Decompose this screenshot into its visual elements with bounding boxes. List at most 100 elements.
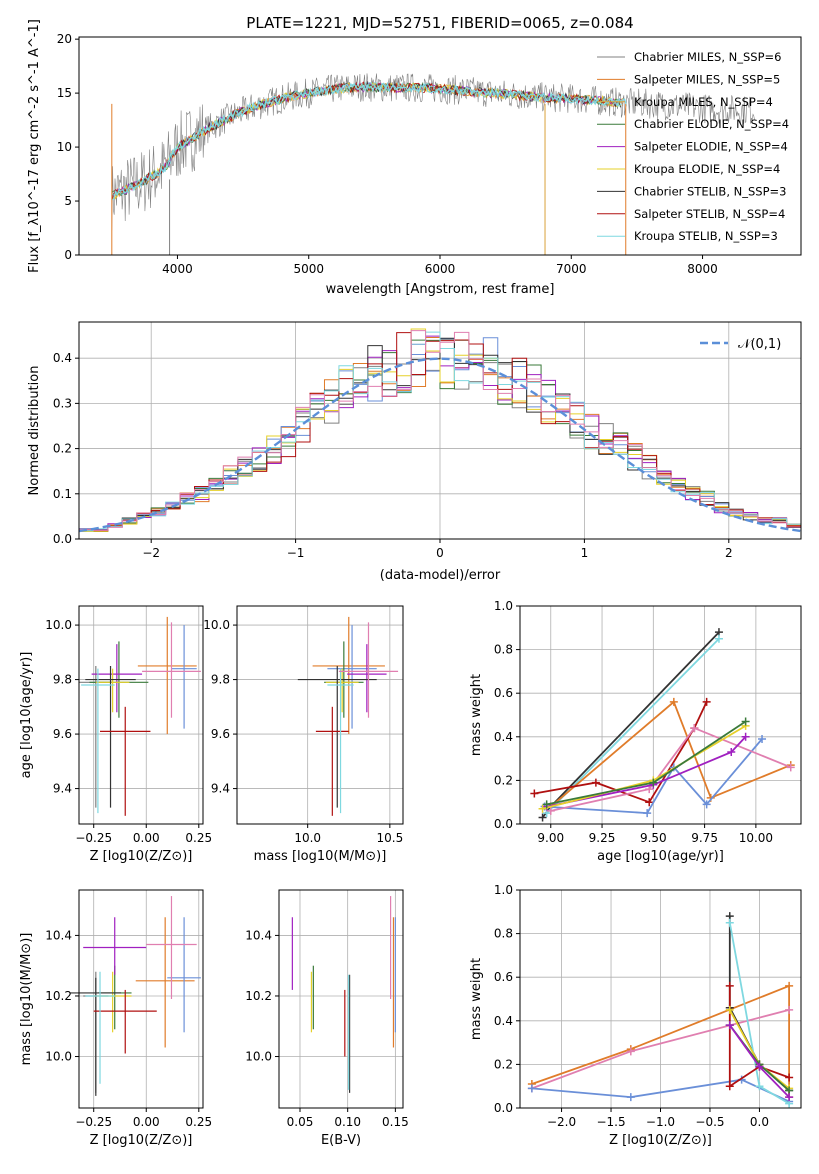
data-point	[785, 1005, 794, 1014]
x-tick-label: 10.00	[739, 831, 773, 845]
x-axis-label: E(B-V)	[321, 1133, 361, 1148]
x-tick-label: −0.25	[75, 831, 112, 845]
y-axis-label: age [log10(age/yr)]	[19, 652, 34, 779]
y-tick-label: 0.0	[494, 817, 513, 831]
data-point	[785, 981, 794, 990]
x-tick-label: 2	[725, 546, 733, 560]
data-point	[758, 734, 767, 743]
y-tick-label: 0.0	[53, 532, 72, 546]
y-tick-label: 10.2	[45, 989, 72, 1003]
x-axis-label: Z [log10(Z/Z⊙)]	[609, 1133, 712, 1148]
y-tick-label: 0.4	[53, 351, 72, 365]
x-tick-label: 0	[436, 546, 444, 560]
data-point	[755, 1082, 764, 1091]
x-axis-label: age [log10(age/yr)]	[597, 849, 724, 864]
y-tick-label: 10.4	[245, 928, 272, 942]
x-tick-label: 0.25	[185, 831, 212, 845]
legend-entry: Kroupa ELODIE, N_SSP=4	[634, 162, 780, 176]
x-tick-label: 9.50	[640, 831, 667, 845]
mass-vs-z-panel: −0.25 0.00 0.25 10.0 10.2 10.4 Z [log10(Z/Z⊙)]…	[19, 889, 212, 1148]
x-tick-label: −1.0	[646, 1115, 675, 1129]
series-line	[534, 701, 708, 804]
axes-frame	[78, 605, 204, 825]
axes-frame	[519, 889, 802, 1109]
data-point	[725, 981, 734, 990]
y-tick-label: 10.0	[203, 618, 230, 632]
figure-title: PLATE=1221, MJD=52751, FIBERID=0065, z=0…	[246, 14, 633, 32]
x-tick-label: 6000	[425, 262, 456, 276]
y-tick-label: 9.8	[53, 673, 72, 687]
spectrum-panel: 4000 5000 6000 7000 8000 0 5 10 15 20 wavelength […	[27, 19, 802, 297]
series-line	[546, 736, 747, 808]
series-line	[531, 984, 790, 1098]
series-line	[728, 985, 790, 1088]
data-point	[727, 748, 736, 757]
data-point	[626, 1047, 635, 1056]
y-tick-label: 10.0	[245, 1050, 272, 1064]
series-line	[550, 700, 792, 808]
x-tick-label: −2	[142, 546, 160, 560]
data-point	[669, 697, 678, 706]
x-tick-label: −0.5	[695, 1115, 724, 1129]
y-tick-label: 9.4	[211, 782, 230, 796]
x-tick-label: −1	[287, 546, 305, 560]
data-point	[755, 1062, 764, 1071]
data-point	[527, 1084, 536, 1093]
spectrum-model-line	[111, 81, 623, 197]
x-tick-label: −2.0	[547, 1115, 576, 1129]
y-tick-label: 0.6	[494, 970, 513, 984]
data-point	[538, 804, 547, 813]
axes-frame	[78, 321, 802, 540]
data-point	[741, 717, 750, 726]
legend-entry: Chabrier MILES, N_SSP=6	[634, 50, 781, 64]
x-tick-label: 9.25	[589, 831, 616, 845]
x-tick-label: 9.75	[691, 831, 718, 845]
weight-vs-age-panel: 9.00 9.25 9.50 9.75 10.00 0.0 0.2 0.4 0.6 0.8 1.0 a…	[469, 599, 802, 864]
y-tick-label: 15	[57, 86, 72, 100]
legend-entry: Salpeter ELODIE, N_SSP=4	[634, 140, 788, 154]
data-point	[725, 1005, 734, 1014]
x-tick-label: 7000	[556, 262, 587, 276]
y-tick-label: 0.3	[53, 396, 72, 410]
axes-frame	[236, 605, 404, 825]
y-tick-label: 10.0	[45, 1050, 72, 1064]
data-point	[725, 918, 734, 927]
x-tick-label: 0.10	[334, 1115, 361, 1129]
data-point	[530, 789, 539, 798]
y-tick-label: 0.2	[494, 773, 513, 787]
axes-frame	[519, 605, 802, 825]
gaussian-curve	[78, 357, 802, 533]
y-tick-label: 0.6	[494, 686, 513, 700]
data-point	[690, 724, 699, 733]
data-point	[542, 800, 551, 809]
data-point	[725, 1021, 734, 1030]
x-axis-label: Z [log10(Z/Z⊙)]	[90, 849, 193, 864]
y-axis-label: mass weight	[469, 958, 484, 1040]
series-line	[550, 727, 792, 812]
y-tick-label: 9.4	[53, 782, 72, 796]
y-tick-label: 0	[64, 248, 72, 262]
x-tick-label: 10.0	[294, 831, 321, 845]
y-tick-label: 1.0	[494, 883, 513, 897]
x-tick-label: 9.00	[537, 831, 564, 845]
y-tick-label: 10.2	[245, 989, 272, 1003]
x-tick-label: 5000	[293, 262, 324, 276]
y-tick-label: 0.8	[494, 643, 513, 657]
legend-entry: Salpeter MILES, N_SSP=5	[634, 72, 780, 86]
data-point	[702, 697, 711, 706]
x-axis-label: Z [log10(Z/Z⊙)]	[90, 1133, 193, 1148]
legend-entry: 𝒩(0,1)	[738, 337, 781, 352]
y-tick-label: 0.4	[494, 1014, 513, 1028]
axes-frame	[78, 889, 204, 1109]
data-point	[702, 800, 711, 809]
y-tick-label: 5	[64, 194, 72, 208]
residual-hist-panel: −2 −1 0 1 2 0.0 0.1 0.2 0.3 0.4 𝒩(0,1) (data-model)…	[27, 321, 802, 583]
y-axis-label: mass [log10(M/M⊙)]	[19, 933, 34, 1066]
data-point	[714, 634, 723, 643]
data-point	[741, 732, 750, 741]
histogram-series	[79, 330, 801, 531]
data-point	[591, 778, 600, 787]
y-tick-label: 9.6	[211, 727, 230, 741]
y-tick-label: 1.0	[494, 599, 513, 613]
